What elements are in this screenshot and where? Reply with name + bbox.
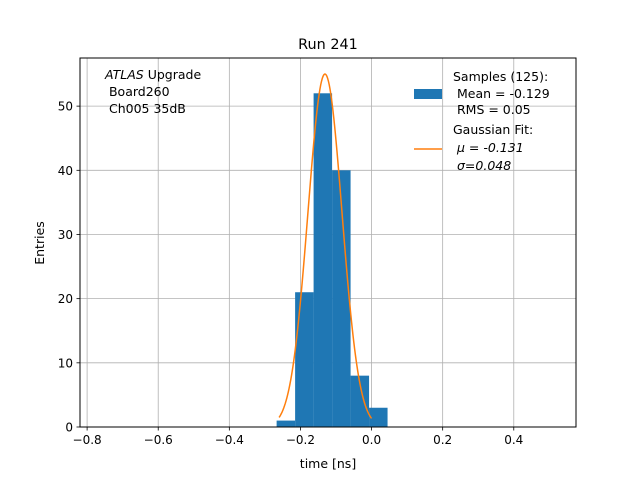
- histogram-bars: [276, 93, 388, 427]
- histogram-bar: [313, 93, 333, 427]
- x-tick-label: 0.4: [504, 433, 523, 447]
- plot-frame: [79, 57, 577, 428]
- x-tick-label: −0.2: [286, 433, 315, 447]
- x-tick-label: 0.0: [362, 433, 381, 447]
- atlas-annotation: ATLAS Upgrade Board260 Ch005 35dB: [104, 67, 201, 116]
- legend: Samples (125): Mean = -0.129 RMS = 0.05 …: [414, 69, 550, 173]
- histogram-bar: [276, 420, 296, 427]
- y-tick-label: 20: [58, 292, 73, 306]
- y-tick-label: 10: [58, 356, 73, 370]
- histogram-bar: [350, 375, 370, 427]
- atlas-label: ATLAS Upgrade: [104, 67, 201, 82]
- x-axis-label: time [ns]: [300, 456, 356, 471]
- atlas-experiment-name: ATLAS: [104, 67, 144, 82]
- legend-hist-swatch: [414, 89, 442, 99]
- y-tick-label: 0: [65, 421, 73, 435]
- legend-fit-mu: μ = -0.131: [456, 140, 524, 155]
- y-tick-label: 40: [58, 164, 73, 178]
- histogram-bar: [332, 170, 351, 427]
- legend-hist-line-3: RMS = 0.05: [453, 102, 531, 117]
- x-axis-ticks: −0.8 −0.6 −0.4 −0.2 0.0 0.2 0.4: [73, 427, 523, 447]
- legend-hist-line-1: Samples (125):: [453, 69, 548, 84]
- channel-label: Ch005 35dB: [105, 101, 186, 116]
- y-tick-label: 50: [58, 100, 73, 114]
- y-axis-ticks: 0 10 20 30 40 50: [58, 100, 80, 435]
- histogram-bar: [369, 407, 388, 427]
- gaussian-fit-curve: [278, 73, 373, 419]
- histogram-bar: [295, 292, 314, 427]
- chart-title: Run 241: [298, 37, 358, 53]
- x-tick-label: −0.6: [144, 433, 173, 447]
- y-tick-label: 30: [58, 228, 73, 242]
- y-axis-label: Entries: [32, 221, 47, 265]
- x-tick-label: 0.2: [433, 433, 452, 447]
- gaussian-fit-line: [278, 73, 373, 419]
- legend-fit-line-1: Gaussian Fit:: [453, 122, 533, 137]
- legend-hist-line-2: Mean = -0.129: [453, 86, 550, 101]
- legend-fit-sigma: σ=0.048: [457, 158, 511, 173]
- x-tick-label: −0.4: [215, 433, 244, 447]
- atlas-upgrade-label: Upgrade: [144, 67, 202, 82]
- board-label: Board260: [105, 84, 170, 99]
- x-tick-label: −0.8: [73, 433, 102, 447]
